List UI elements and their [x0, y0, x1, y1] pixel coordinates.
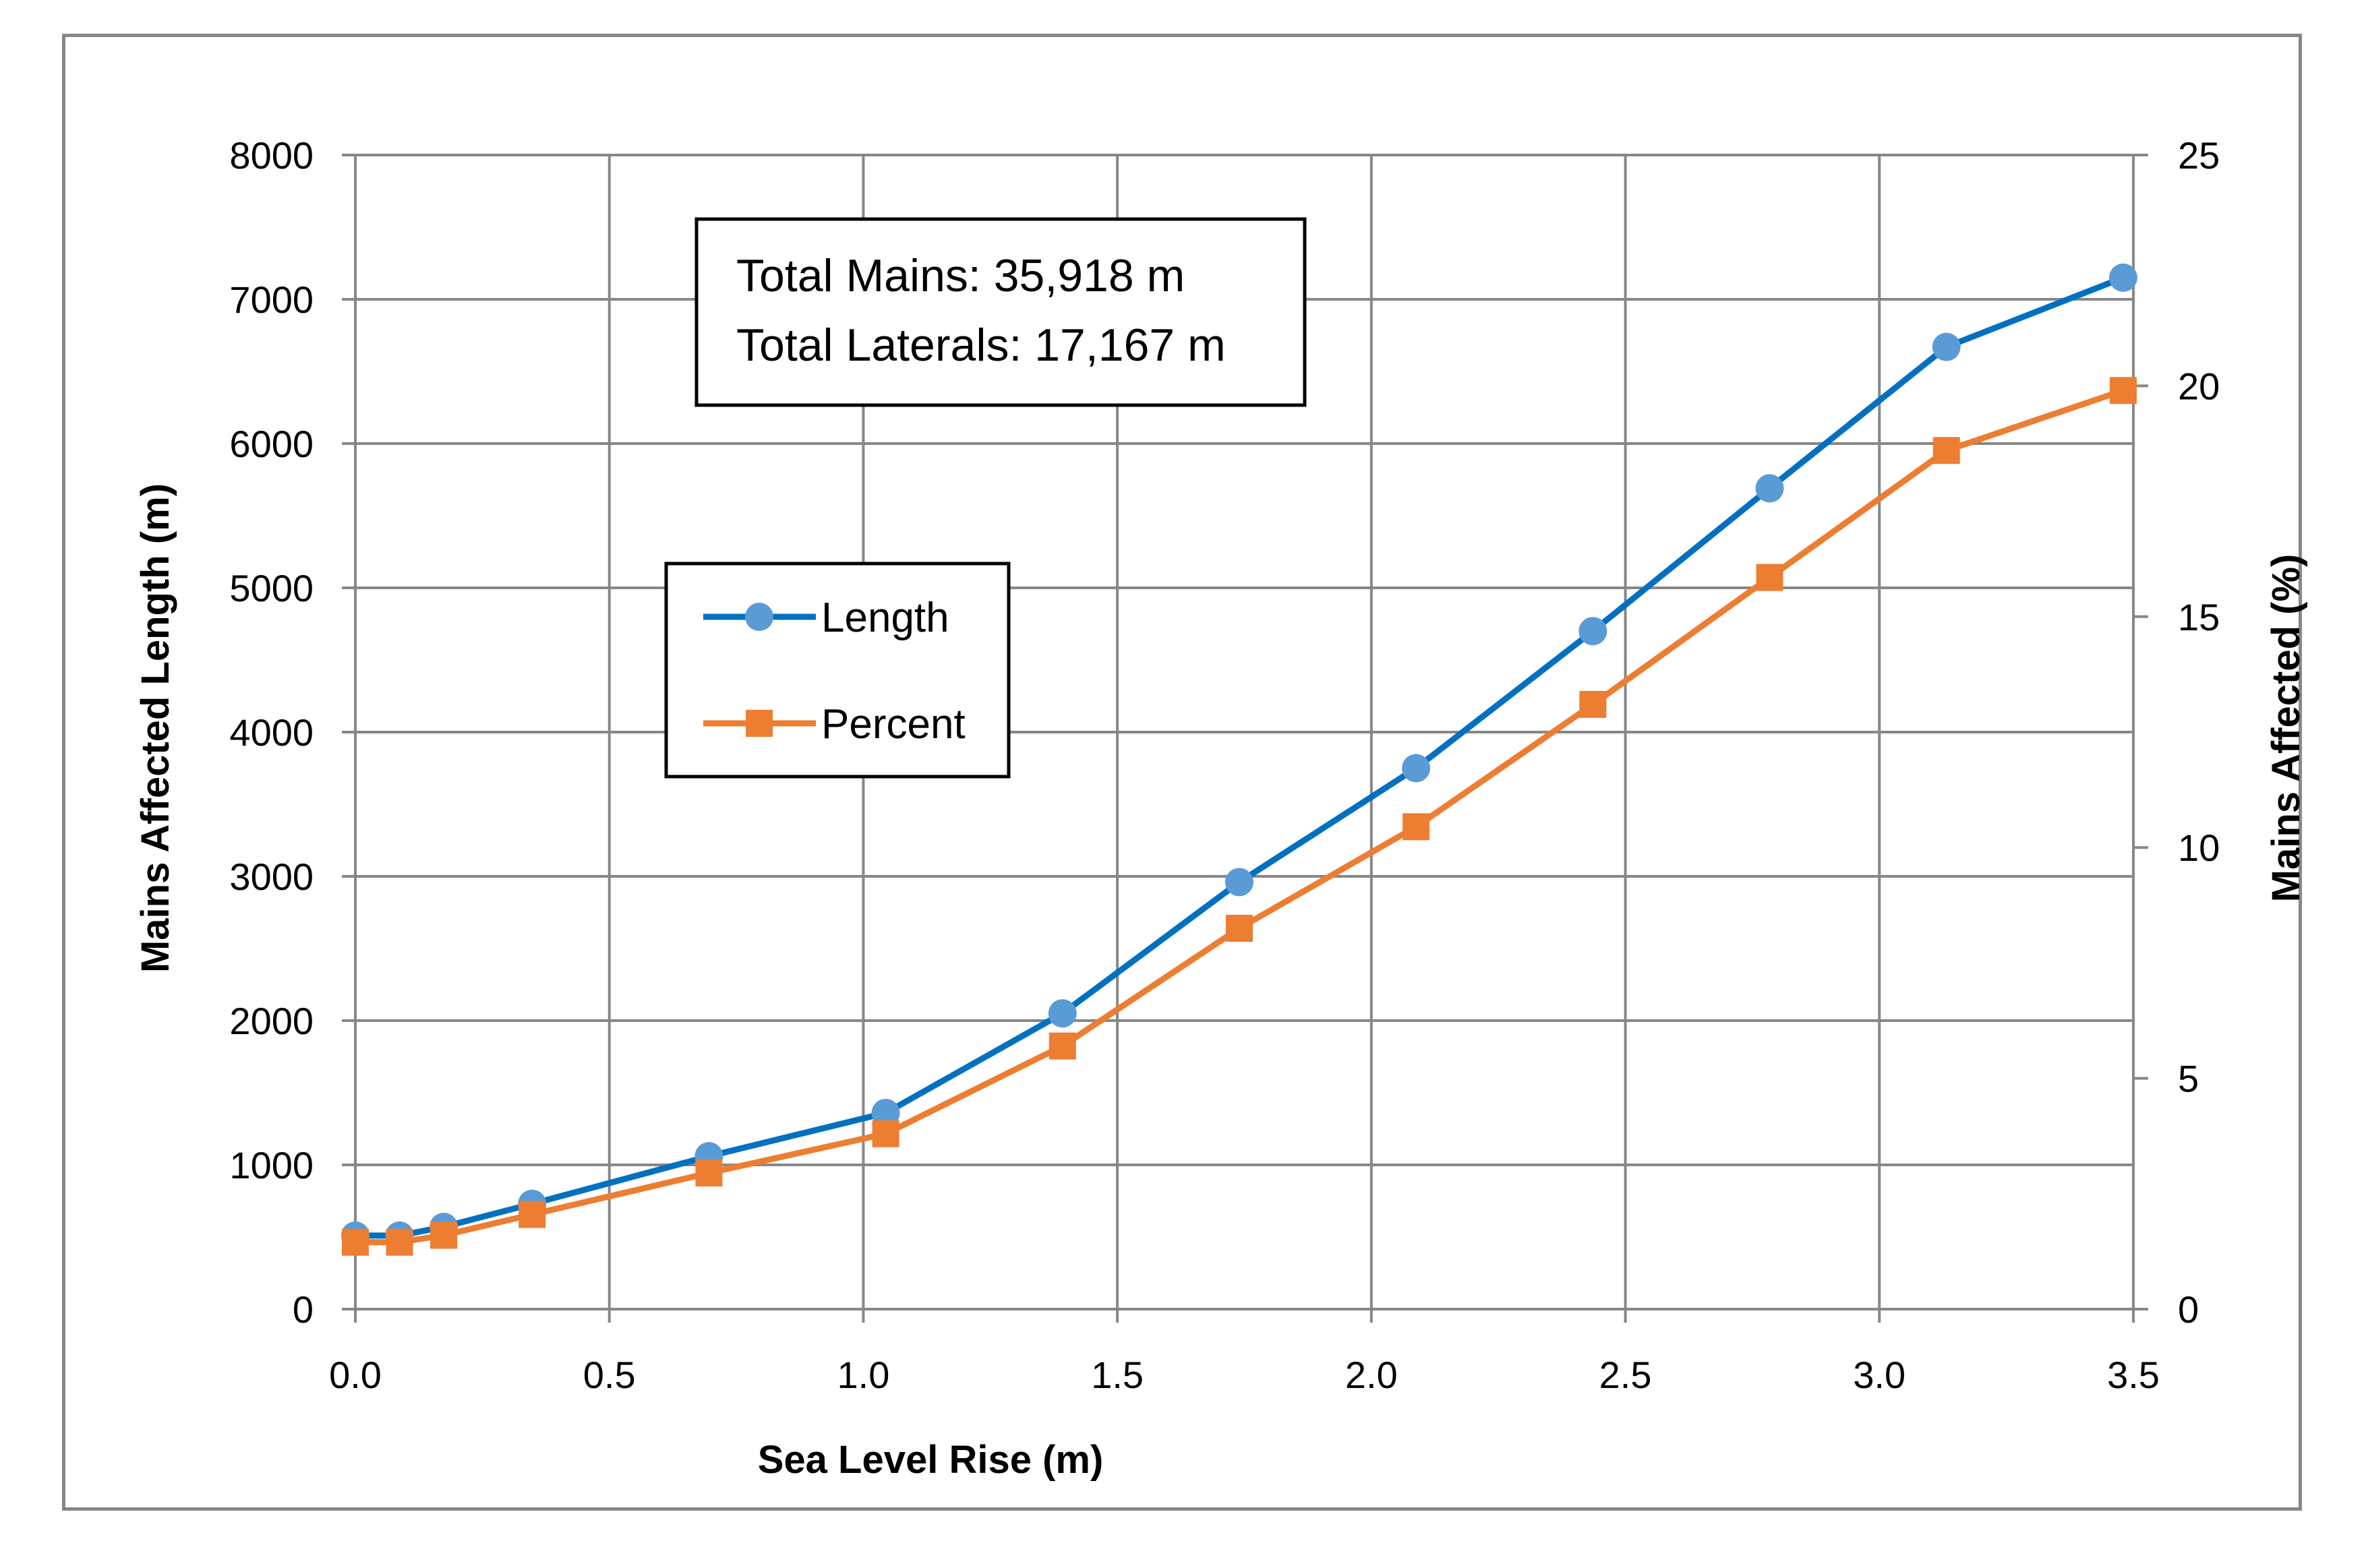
x-tick-label: 0.0 [329, 1354, 382, 1396]
percent-data-point [695, 1159, 723, 1186]
percent-data-point [2109, 377, 2137, 404]
length-data-point [1224, 868, 1253, 897]
y2-tick-label: 20 [2178, 365, 2220, 407]
legend-percent-label: Percent [821, 701, 966, 748]
percent-data-point [1756, 564, 1783, 591]
y-tick-label: 2000 [229, 1000, 314, 1042]
length-series-line [355, 274, 2125, 1239]
y-tick-label: 0 [293, 1288, 314, 1331]
y-tick-label: 7000 [229, 278, 314, 321]
y2-tick-label: 0 [2178, 1288, 2199, 1331]
length-data-point [871, 1098, 900, 1127]
y-tick-label: 1000 [229, 1144, 314, 1186]
y2-tick-label: 25 [2178, 134, 2220, 177]
percent-data-point [1048, 1032, 1076, 1060]
legend-length-label: Length [821, 595, 949, 641]
length-data-point [1755, 474, 1784, 503]
y-tick-label: 6000 [229, 423, 314, 465]
legend-percent-marker [746, 710, 773, 737]
series-layer [341, 263, 2137, 1256]
length-data-point [1932, 332, 1961, 361]
x-tick-label: 1.5 [1091, 1354, 1144, 1396]
length-data-point [1048, 999, 1077, 1028]
x-tick-label: 2.0 [1345, 1354, 1398, 1396]
totals-annotation-box: Total Mains: 35,918 m Total Laterals: 17… [694, 217, 1307, 407]
total-mains-text: Total Mains: 35,918 m [736, 250, 1185, 301]
total-laterals-text: Total Laterals: 17,167 m [736, 320, 1226, 371]
y2-tick-label: 5 [2178, 1058, 2199, 1100]
percent-data-point [430, 1222, 458, 1249]
x-tick-label: 3.5 [2107, 1354, 2160, 1396]
y2-tick-label: 15 [2178, 596, 2220, 638]
y-tick-label: 3000 [229, 855, 314, 898]
x-tick-label: 3.0 [1853, 1354, 1905, 1396]
percent-data-point [1402, 813, 1430, 841]
legend-length-marker [745, 603, 773, 631]
x-axis-title: Sea Level Rise (m) [758, 1438, 1104, 1482]
percent-data-point [872, 1120, 899, 1147]
axis-layer: 0 1000 2000 3000 4000 5000 6000 7000 8000 0.0 0.5 1… [229, 134, 2220, 1396]
y2-axis-title: Mains Affected (%) [2264, 554, 2308, 903]
x-tick-label: 0.5 [583, 1354, 636, 1396]
length-data-point [1402, 754, 1431, 783]
percent-data-point [342, 1228, 369, 1256]
percent-data-point [1225, 915, 1253, 942]
y-axis-title: Mains Affected Length (m) [134, 483, 177, 973]
percent-series-line [355, 387, 2125, 1246]
totals-annotation-frame [694, 217, 1307, 407]
y2-tick-label: 10 [2178, 826, 2220, 869]
length-data-point [1578, 617, 1607, 646]
legend: Length Percent [664, 562, 1011, 779]
y-tick-label: 8000 [229, 134, 314, 177]
y-tick-label: 4000 [229, 711, 314, 754]
percent-data-point [386, 1228, 413, 1256]
x-tick-label: 2.5 [1599, 1354, 1652, 1396]
x-tick-label: 1.0 [837, 1354, 889, 1396]
length-data-point [2108, 263, 2137, 292]
legend-frame [664, 562, 1011, 779]
percent-data-point [1579, 690, 1607, 718]
percent-data-point [519, 1201, 546, 1228]
percent-data-point [1932, 437, 1960, 464]
y-tick-label: 5000 [229, 567, 314, 609]
